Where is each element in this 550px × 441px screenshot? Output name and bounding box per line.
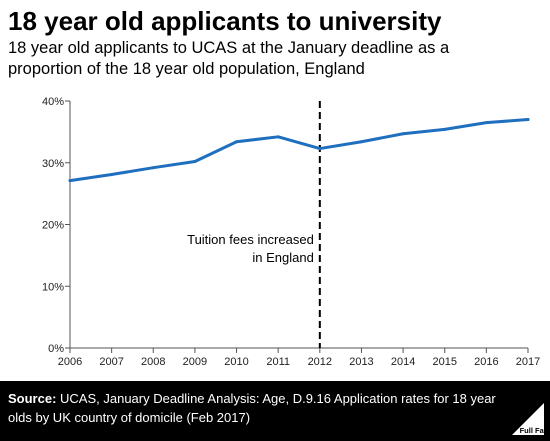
chart-labels: 0% 10% 20% 30% 40% 2006 2007 2008 2009 2010 2011 20… xyxy=(42,96,540,368)
annotation-line: in England xyxy=(252,250,313,265)
source-footer: Source: UCAS, January Deadline Analysis:… xyxy=(0,381,550,441)
data-point xyxy=(151,166,155,170)
y-tick-label: 10% xyxy=(42,281,64,293)
chart-subtitle: 18 year old applicants to UCAS at the Ja… xyxy=(8,39,450,78)
y-tick-label: 20% xyxy=(42,220,64,232)
data-point xyxy=(193,160,197,164)
x-tick-label: 2012 xyxy=(308,356,332,368)
x-tick-label: 2017 xyxy=(516,356,540,368)
data-point xyxy=(359,140,363,144)
source-detail: UCAS, January Deadline Analysis: Age, D.… xyxy=(8,391,496,425)
chart-title: 18 year old applicants to university xyxy=(8,6,442,36)
chart-marks xyxy=(68,101,530,348)
x-tick-label: 2008 xyxy=(141,356,165,368)
x-tick-label: 2007 xyxy=(99,356,123,368)
data-point xyxy=(276,135,280,139)
data-point xyxy=(110,172,114,176)
data-point xyxy=(526,118,530,122)
x-tick-label: 2006 xyxy=(58,356,82,368)
data-point xyxy=(401,132,405,136)
source-text: Source: UCAS, January Deadline Analysis:… xyxy=(8,389,498,427)
y-tick-label: 40% xyxy=(42,96,64,108)
logo-text: Full Fact xyxy=(520,426,548,435)
x-tick-label: 2016 xyxy=(474,356,498,368)
x-tick-label: 2010 xyxy=(224,356,248,368)
x-tick-label: 2014 xyxy=(391,356,415,368)
data-point xyxy=(484,121,488,125)
data-point xyxy=(68,179,72,183)
x-tick-label: 2011 xyxy=(266,356,290,368)
y-tick-label: 0% xyxy=(48,343,64,355)
x-tick-label: 2015 xyxy=(432,356,456,368)
axes xyxy=(65,100,529,353)
data-point xyxy=(443,127,447,131)
full-fact-logo: Full Fact xyxy=(512,403,548,435)
data-point xyxy=(235,140,239,144)
data-point xyxy=(318,147,322,151)
y-tick-label: 30% xyxy=(42,158,64,170)
annotation-line: Tuition fees increased xyxy=(187,232,314,247)
x-tick-label: 2009 xyxy=(183,356,207,368)
source-label: Source: xyxy=(8,391,57,406)
x-tick-label: 2013 xyxy=(349,356,373,368)
line-chart: 0% 10% 20% 30% 40% 2006 2007 2008 2009 2010 2011 20… xyxy=(42,96,540,368)
series-line xyxy=(68,118,530,183)
